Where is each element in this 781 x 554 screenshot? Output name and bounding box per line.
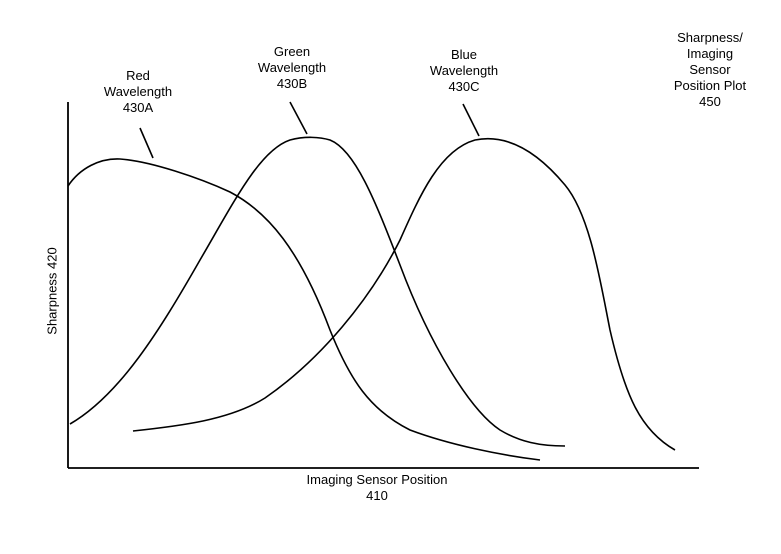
plot-label-line1: Sharpness/ [677,30,743,45]
blue-label-line3: 430C [448,79,480,94]
green-wavelength-label: Green Wavelength 430B [249,44,335,92]
red-leader-line [139,127,154,159]
plot-title-label: Sharpness/ Imaging Sensor Position Plot … [660,30,760,110]
plot-label-line5: 450 [699,94,721,109]
x-axis-label-line1: Imaging Sensor Position [306,472,448,487]
red-label-line2: Wavelength [103,84,173,99]
blue-label-line2: Wavelength [429,63,499,78]
blue-wavelength-curve [132,137,676,451]
blue-wavelength-label: Blue Wavelength 430C [426,47,502,95]
red-label-line1: Red [126,68,150,83]
blue-label-line1: Blue [450,47,478,62]
x-axis-label-line2: 410 [366,488,388,503]
green-label-line2: Wavelength [257,60,327,75]
x-axis-label: Imaging Sensor Position 410 [277,472,477,504]
red-label-line3: 430A [122,100,154,115]
blue-leader-line [462,103,480,137]
plot-label-line3: Sensor [689,62,731,77]
green-wavelength-curve [69,136,566,447]
red-wavelength-label: Red Wavelength 430A [100,68,176,116]
y-axis-label: Sharpness 420 [44,247,60,335]
plot-label-line4: Position Plot [673,78,747,93]
green-label-line3: 430B [276,76,308,91]
green-leader-line [289,101,308,135]
red-wavelength-curve [67,158,541,461]
plot-label-line2: Imaging [686,46,734,61]
green-label-line1: Green [273,44,311,59]
